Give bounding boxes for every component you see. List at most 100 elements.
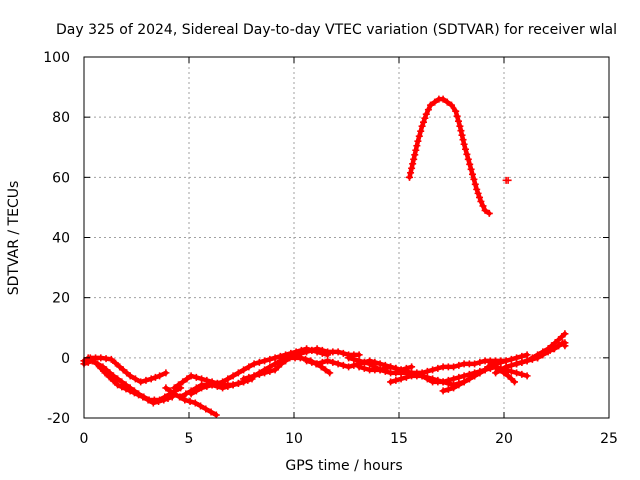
y-axis-title: SDTVAR / TECUs [6,181,22,296]
data-point-marker [511,378,518,386]
data-point-marker [457,127,465,135]
data-point-marker [131,375,139,383]
data-point-marker [439,378,447,386]
series-arc-3 [84,354,176,407]
data-point-marker [135,391,143,399]
data-point-marker [412,146,420,154]
data-point-marker [481,206,489,214]
data-point-marker [542,348,550,356]
x-axis-title: GPS time / hours [285,458,402,474]
data-point-marker [266,355,274,363]
data-point-marker [350,355,358,363]
data-point-marker [261,369,269,377]
data-point-marker [360,358,368,366]
data-point-marker [164,394,172,402]
data-point-marker [326,369,334,377]
data-point-marker [397,375,405,383]
data-point-marker [126,372,134,380]
data-point-marker [504,176,512,184]
data-point-marker [473,185,481,193]
data-point-marker [417,127,425,135]
data-point-marker [477,197,485,205]
data-point-marker [415,132,423,140]
data-point-marker [408,363,416,371]
data-point-marker [406,173,413,181]
data-point-marker [219,384,227,392]
data-point-marker [192,387,200,395]
data-point-marker [366,360,374,368]
data-point-marker [224,382,232,390]
data-point-marker [555,342,563,350]
data-point-marker [460,378,468,386]
data-point-marker [122,385,130,393]
data-point-marker [392,376,400,384]
data-point-marker [255,358,263,366]
data-point-marker [502,363,510,371]
data-point-marker [250,360,258,368]
data-point-marker [422,110,430,118]
data-point-marker [410,155,418,163]
data-point-marker [458,131,466,139]
data-point-marker [479,202,487,210]
data-point-marker [439,95,447,103]
data-point-marker [149,399,157,407]
data-point-marker [147,375,155,383]
data-point-marker [392,364,400,372]
data-point-marker [334,360,342,368]
data-point-marker [466,160,474,168]
data-point-marker [497,358,505,366]
data-point-marker [502,357,510,365]
data-point-marker [455,361,463,369]
x-tick-label: 10 [285,431,303,447]
series-isolated [502,176,512,184]
data-point-marker [245,373,253,381]
data-point-marker [234,369,242,377]
data-point-marker [528,355,536,363]
data-point-marker [266,367,274,375]
data-point-marker [411,151,419,159]
data-point-marker [467,165,475,173]
data-point-marker [360,364,368,372]
data-point-marker [170,384,178,392]
data-point-marker [276,352,284,360]
data-point-marker [187,372,195,380]
data-point-marker [492,363,500,371]
data-point-marker [162,384,170,392]
data-point-marker [187,390,195,398]
data-layer [80,95,569,419]
data-point-marker [339,349,347,357]
data-point-marker [409,160,417,168]
data-point-marker [420,118,427,126]
data-point-marker [427,101,434,109]
data-point-marker [318,349,326,357]
x-tick-label: 15 [390,431,408,447]
data-point-marker [513,354,521,362]
y-tick-label: 0 [61,351,70,367]
data-point-marker [162,369,170,377]
data-point-marker [250,372,258,380]
data-point-marker [455,381,463,389]
data-point-marker [297,346,305,354]
data-point-marker [418,372,426,380]
data-point-marker [497,366,505,374]
data-point-marker [355,363,363,371]
data-point-marker [471,180,479,188]
data-point-marker [355,351,363,359]
data-point-marker [350,361,358,369]
data-point-marker [469,170,476,178]
data-point-marker [402,373,410,381]
data-point-marker [408,164,416,172]
data-point-marker [476,193,483,201]
data-point-marker [303,357,311,365]
data-point-marker [376,366,384,374]
data-point-marker [324,351,332,359]
data-point-marker [513,369,521,377]
data-point-marker [397,366,405,374]
data-point-marker [114,381,122,389]
y-tick-label: 80 [52,110,70,126]
data-point-marker [518,358,526,366]
data-point-marker [166,387,174,395]
data-point-marker [485,209,493,217]
